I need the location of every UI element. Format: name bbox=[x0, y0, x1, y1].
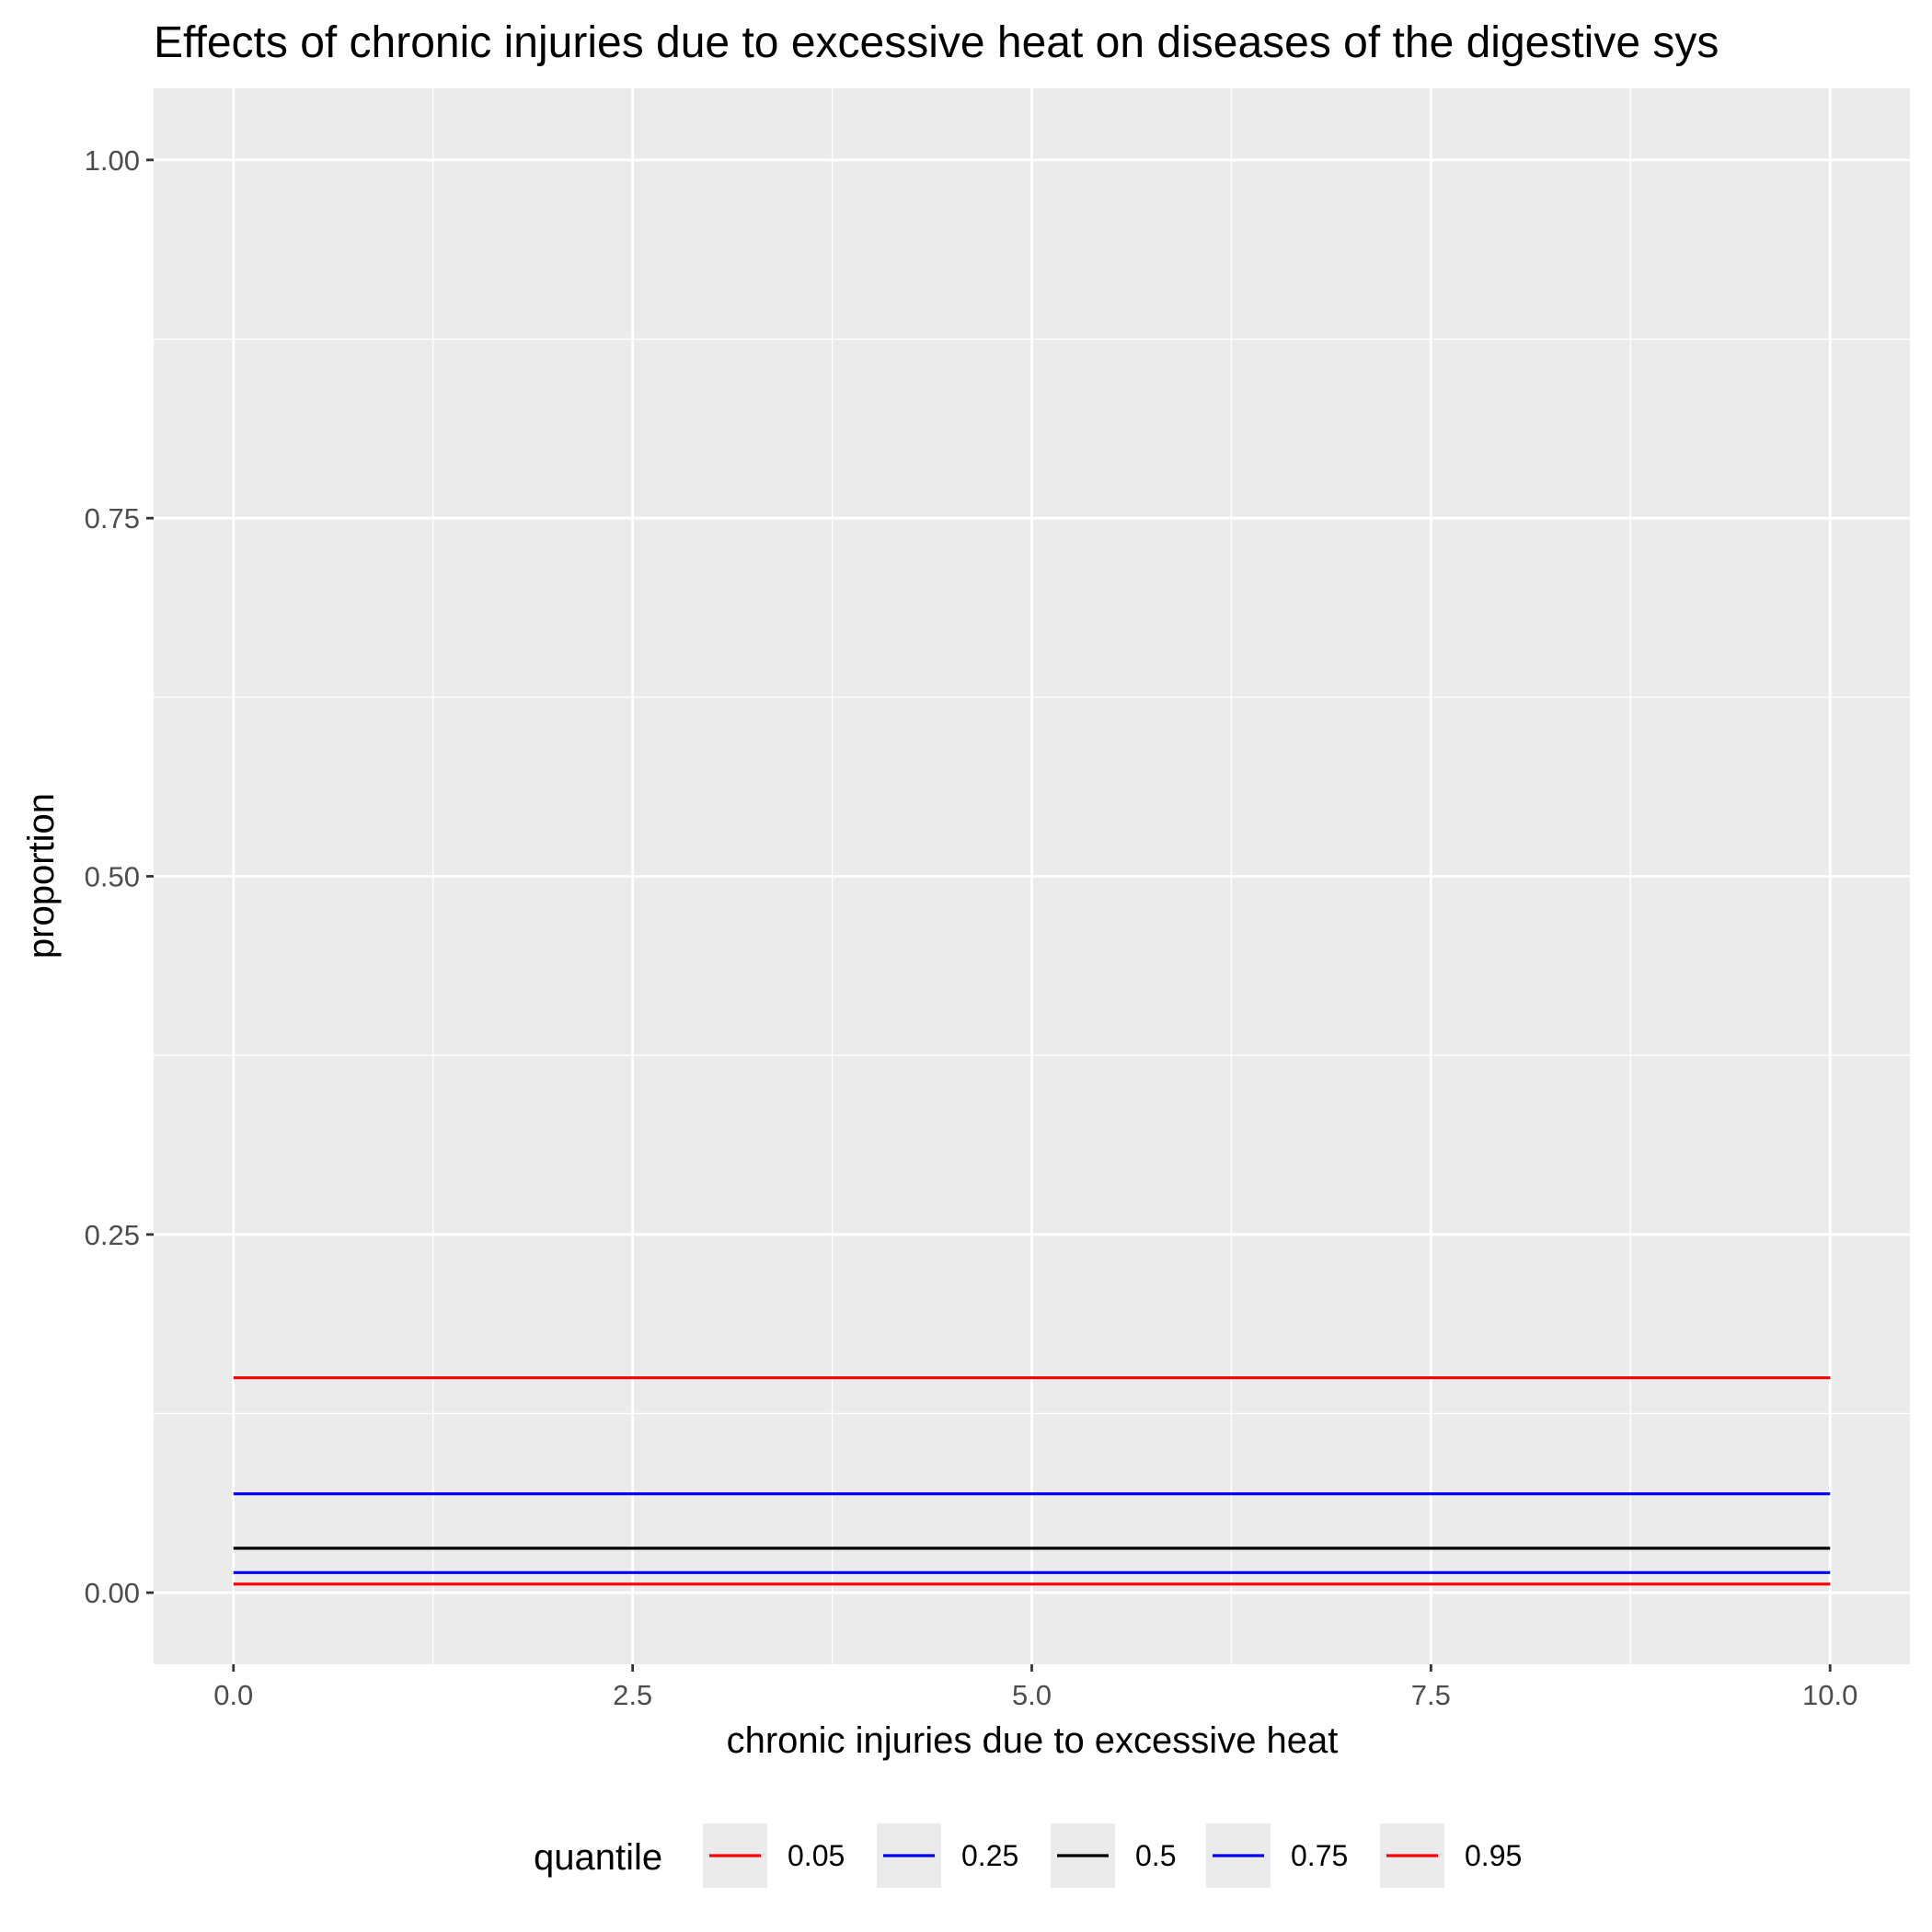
legend-label-0.25: 0.25 bbox=[961, 1839, 1018, 1872]
x-axis-title: chronic injuries due to excessive heat bbox=[727, 1720, 1339, 1761]
y-tick-label: 0.00 bbox=[85, 1577, 140, 1609]
y-tick-label: 1.00 bbox=[85, 144, 140, 177]
legend-label-0.95: 0.95 bbox=[1465, 1839, 1522, 1872]
y-tick-label: 0.25 bbox=[85, 1219, 140, 1251]
y-axis: 0.00 0.25 0.50 0.75 1.00 bbox=[85, 144, 154, 1609]
x-tick-label: 7.5 bbox=[1411, 1679, 1451, 1711]
x-tick-label: 2.5 bbox=[613, 1679, 652, 1711]
x-tick-label: 5.0 bbox=[1012, 1679, 1052, 1711]
y-tick-label: 0.50 bbox=[85, 861, 140, 893]
legend: quantile 0.05 0.25 0.5 0.75 0.95 bbox=[534, 1823, 1522, 1888]
legend-title: quantile bbox=[534, 1837, 662, 1878]
x-tick-label: 0.0 bbox=[213, 1679, 253, 1711]
x-tick-label: 10.0 bbox=[1802, 1679, 1857, 1711]
x-axis: 0.0 2.5 5.0 7.5 10.0 bbox=[213, 1664, 1857, 1711]
series-layer bbox=[233, 1375, 1831, 1586]
legend-label-0.05: 0.05 bbox=[788, 1839, 845, 1872]
y-tick-label: 0.75 bbox=[85, 502, 140, 535]
legend-label-0.5: 0.5 bbox=[1135, 1839, 1176, 1872]
y-axis-title: proportion bbox=[21, 793, 62, 959]
legend-label-0.75: 0.75 bbox=[1291, 1839, 1348, 1872]
grid-major bbox=[154, 88, 1910, 1664]
legend-items: 0.05 0.25 0.5 0.75 0.95 bbox=[703, 1823, 1522, 1888]
chart-title: Effects of chronic injuries due to exces… bbox=[154, 18, 1719, 67]
